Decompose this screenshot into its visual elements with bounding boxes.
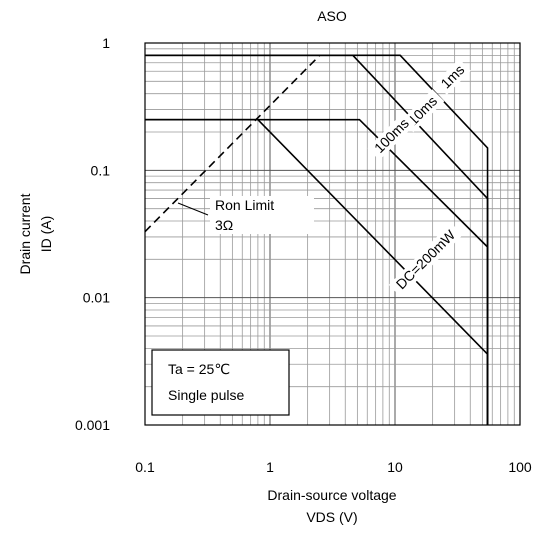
series-line-3 bbox=[145, 118, 489, 425]
ron-limit-label: Ron Limit bbox=[215, 197, 274, 213]
ron-limit-label-bg bbox=[210, 196, 314, 234]
condition-pulse: Single pulse bbox=[168, 387, 244, 403]
chart-title: ASO bbox=[317, 8, 347, 24]
x-tick-label: 1 bbox=[266, 459, 274, 475]
y-tick-labels: 0.001 0.01 0.1 1 bbox=[75, 35, 110, 433]
ron-limit-value: 3Ω bbox=[215, 217, 233, 233]
svg-text:100ms: 100ms bbox=[371, 115, 412, 156]
annotation-1ms: 1ms bbox=[434, 58, 471, 95]
x-tick-label: 10 bbox=[387, 459, 403, 475]
annotation-dc: DC=200mW bbox=[388, 222, 463, 297]
condition-temperature: Ta = 25℃ bbox=[168, 361, 230, 377]
y-tick-label: 0.1 bbox=[91, 162, 111, 178]
x-axis-label: Drain-source voltage bbox=[267, 487, 396, 503]
y-tick-label: 0.01 bbox=[83, 290, 110, 306]
x-tick-label: 100 bbox=[508, 459, 532, 475]
y-tick-label: 1 bbox=[102, 35, 110, 51]
ron-limit-leader bbox=[177, 202, 209, 216]
condition-box bbox=[151, 349, 290, 416]
y-tick-label: 0.001 bbox=[75, 417, 110, 433]
series-line-4 bbox=[144, 54, 321, 233]
x-axis-unit: VDS (V) bbox=[306, 509, 357, 525]
y-axis-label: Drain current bbox=[17, 193, 33, 274]
x-tick-label: 0.1 bbox=[135, 459, 155, 475]
plot-frame bbox=[144, 42, 521, 426]
x-tick-labels: 0.1 1 10 100 bbox=[135, 459, 532, 475]
y-axis-unit: ID (A) bbox=[38, 216, 54, 253]
